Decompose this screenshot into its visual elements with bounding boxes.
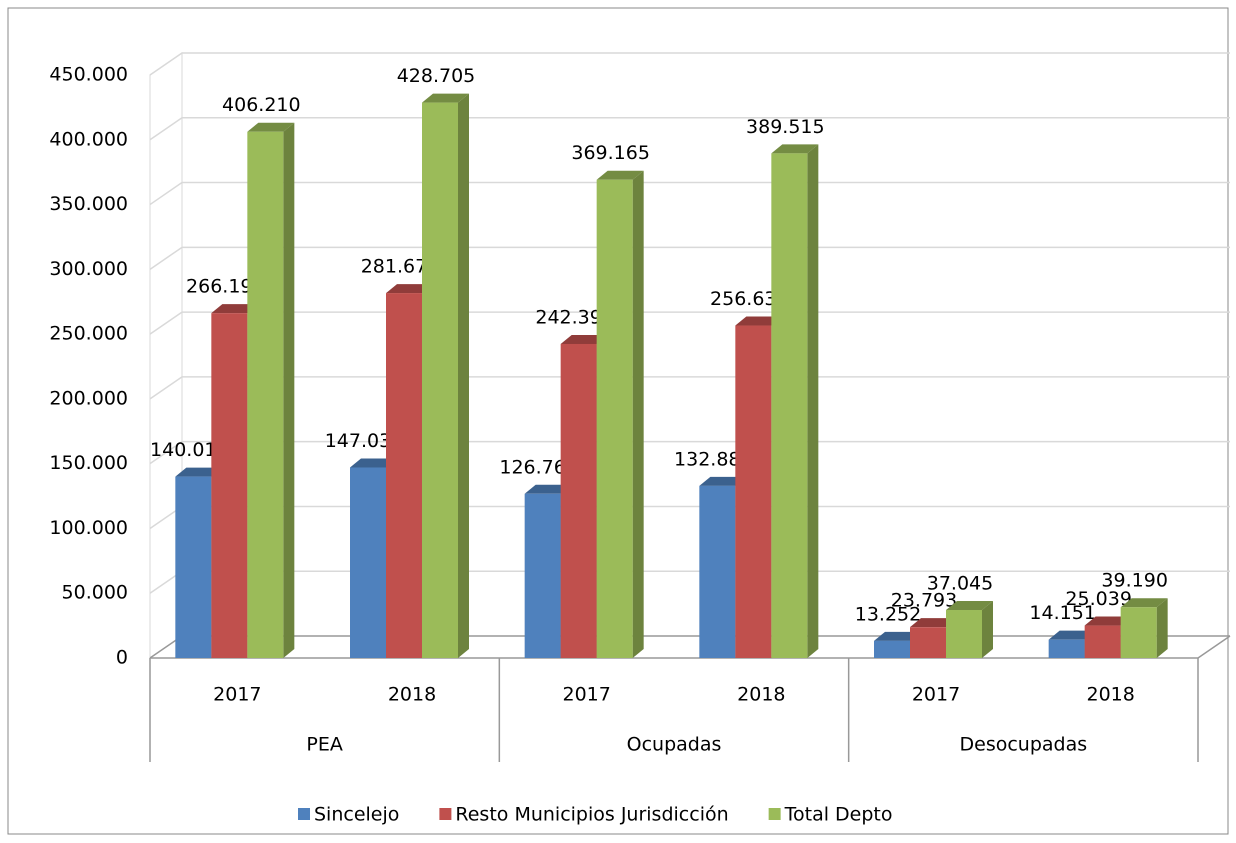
- data-label: 23.793: [891, 590, 957, 612]
- y-tick-label: 450.000: [49, 64, 128, 86]
- data-label: 256.632: [710, 288, 789, 310]
- bar-side: [458, 93, 469, 658]
- bar: [1120, 607, 1157, 658]
- data-label: 25.039: [1065, 588, 1131, 610]
- bar-top: [1048, 630, 1096, 640]
- bar-side: [632, 170, 644, 658]
- legend-label: Resto Municipios Jurisdicción: [455, 804, 728, 826]
- bar-top: [211, 304, 259, 314]
- bar-top: [874, 631, 921, 641]
- data-label: 389.515: [746, 116, 825, 138]
- bar-top: [771, 144, 819, 154]
- y-tick-label: 350.000: [49, 193, 128, 215]
- x-tick-label: 2018: [737, 684, 785, 706]
- bar-top: [560, 334, 608, 344]
- bar: [560, 343, 597, 658]
- bar-top: [524, 484, 572, 494]
- y-tick-label: 100.000: [49, 517, 128, 539]
- y-tick-label: 50.000: [62, 582, 128, 604]
- x-tick-label: 2018: [1086, 684, 1134, 706]
- y-tick-label: 300.000: [49, 258, 128, 280]
- data-label: 140.018: [150, 439, 229, 461]
- data-label: 13.252: [855, 603, 921, 625]
- bar: [699, 485, 736, 658]
- y-tick-label: 150.000: [49, 452, 128, 474]
- bar: [350, 467, 386, 658]
- legend-swatch: [439, 808, 452, 820]
- y-tick-label: 0: [116, 647, 128, 669]
- bar-side: [807, 144, 819, 658]
- grid-line: [149, 440, 1230, 465]
- legend-label: Total Depto: [784, 804, 893, 826]
- data-label: 242.399: [535, 306, 614, 328]
- grid-line: [149, 181, 1230, 206]
- bar-top: [596, 170, 644, 180]
- bar: [175, 476, 212, 658]
- data-label: 369.165: [571, 142, 650, 164]
- grid-line: [149, 311, 1230, 335]
- bar-top: [422, 93, 469, 103]
- x-tick-label: 2017: [562, 684, 610, 706]
- bar: [874, 640, 910, 658]
- bar: [946, 610, 982, 658]
- bar-top: [1120, 598, 1168, 608]
- bar-top: [350, 458, 397, 468]
- bar-top: [386, 284, 433, 294]
- bar: [386, 293, 422, 658]
- bar-top: [946, 601, 993, 611]
- bar: [1084, 625, 1121, 658]
- bar: [910, 627, 946, 658]
- data-label: 132.883: [674, 448, 753, 470]
- bar: [422, 102, 458, 658]
- bar: [771, 153, 808, 658]
- group-label: Ocupadas: [627, 734, 722, 756]
- data-label: 428.705: [397, 65, 476, 87]
- grid-line: [149, 52, 1230, 76]
- data-label: 147.035: [325, 430, 404, 452]
- bar-side: [982, 601, 993, 658]
- group-label: PEA: [306, 734, 342, 756]
- y-tick-label: 200.000: [49, 387, 128, 409]
- bar: [211, 313, 248, 658]
- bar-top: [735, 316, 783, 326]
- bar-top: [247, 122, 295, 132]
- x-tick-label: 2017: [213, 684, 261, 706]
- bar: [1048, 639, 1085, 658]
- bar: [735, 325, 772, 658]
- bar-top: [175, 467, 223, 477]
- y-tick-label: 400.000: [49, 128, 128, 150]
- data-label: 39.190: [1101, 570, 1167, 592]
- data-label: 266.192: [186, 276, 265, 298]
- grid-line: [149, 117, 1230, 141]
- bar: [596, 179, 633, 658]
- x-tick-label: 2017: [912, 684, 960, 706]
- data-label: 281.670: [361, 256, 440, 278]
- bar-top: [910, 618, 957, 628]
- legend-swatch: [768, 808, 781, 820]
- bar-side: [1156, 598, 1168, 658]
- data-label: 14.151: [1029, 602, 1095, 624]
- data-label: 406.210: [222, 94, 301, 116]
- bar-top: [1084, 616, 1132, 626]
- legend-label: Sincelejo: [314, 804, 399, 826]
- data-label: 126.766: [499, 456, 578, 478]
- grid-line: [149, 376, 1230, 400]
- group-label: Desocupadas: [960, 734, 1088, 756]
- bar-side: [283, 122, 295, 659]
- legend-swatch: [298, 808, 310, 820]
- y-tick-label: 250.000: [49, 323, 128, 345]
- data-label: 37.045: [927, 573, 993, 595]
- x-tick-label: 2018: [388, 684, 436, 706]
- bar: [524, 493, 561, 658]
- grid-line: [149, 246, 1230, 270]
- bar-top: [699, 476, 747, 486]
- bar: [247, 131, 284, 659]
